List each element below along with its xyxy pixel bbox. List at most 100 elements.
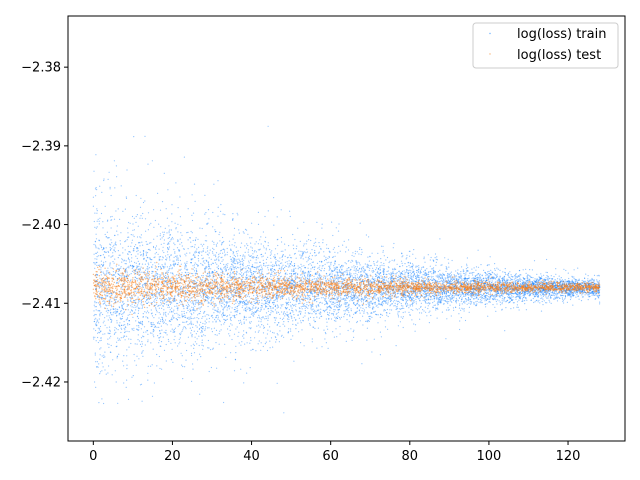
- train-point: [409, 266, 411, 268]
- train-point: [336, 296, 338, 298]
- train-point: [311, 313, 313, 315]
- train-point: [240, 321, 242, 323]
- train-point: [376, 286, 378, 288]
- train-point: [380, 298, 382, 300]
- train-point: [164, 303, 166, 305]
- train-point: [161, 368, 163, 370]
- train-point: [314, 255, 316, 257]
- train-point: [101, 249, 103, 251]
- train-point: [140, 328, 142, 330]
- train-point: [230, 248, 232, 250]
- train-point: [313, 317, 315, 319]
- train-point: [110, 227, 112, 229]
- train-point: [249, 321, 251, 323]
- train-point: [270, 269, 272, 271]
- train-point: [270, 268, 272, 270]
- train-point: [279, 317, 281, 319]
- train-point: [138, 265, 140, 267]
- train-point: [410, 273, 413, 275]
- train-point: [276, 295, 278, 297]
- train-point: [341, 269, 343, 271]
- train-point: [341, 278, 343, 280]
- train-point: [408, 270, 410, 272]
- train-point: [363, 268, 365, 270]
- train-point: [231, 268, 233, 271]
- train-point: [137, 307, 139, 309]
- train-point: [98, 248, 100, 250]
- train-point: [123, 311, 125, 313]
- train-point: [116, 341, 118, 343]
- train-point: [318, 242, 320, 244]
- train-point: [124, 241, 126, 243]
- train-point: [412, 309, 414, 311]
- train-point: [192, 258, 194, 260]
- train-point: [190, 332, 192, 334]
- train-point: [395, 296, 397, 298]
- train-point: [109, 299, 111, 301]
- train-point: [450, 277, 452, 279]
- train-point: [379, 266, 381, 268]
- train-point: [182, 321, 184, 323]
- train-point: [159, 345, 161, 347]
- train-point: [123, 320, 125, 323]
- train-point: [164, 314, 167, 316]
- train-point: [95, 262, 98, 264]
- train-point: [103, 261, 105, 263]
- train-point: [415, 281, 417, 283]
- train-point: [273, 332, 275, 334]
- train-point: [221, 260, 223, 262]
- train-point: [564, 297, 567, 299]
- train-point: [175, 255, 177, 257]
- train-point: [270, 274, 272, 276]
- train-point: [440, 274, 442, 276]
- train-point: [502, 295, 504, 297]
- train-point: [460, 300, 462, 302]
- train-point: [357, 261, 359, 263]
- train-point: [204, 301, 206, 303]
- train-point: [591, 290, 594, 292]
- train-point: [147, 262, 149, 264]
- train-point: [186, 261, 188, 263]
- train-point: [236, 311, 238, 313]
- train-point: [228, 325, 230, 327]
- train-point: [269, 248, 271, 251]
- train-point: [126, 330, 128, 332]
- train-point: [179, 274, 181, 276]
- train-point: [404, 273, 406, 275]
- train-point: [95, 246, 97, 248]
- train-point: [449, 272, 451, 274]
- train-point: [230, 352, 232, 354]
- train-point: [260, 264, 262, 266]
- train-point: [137, 317, 140, 319]
- train-point: [408, 264, 410, 267]
- train-point: [287, 266, 289, 268]
- train-point: [593, 274, 596, 276]
- train-point: [312, 308, 314, 310]
- train-point: [201, 279, 203, 281]
- train-point: [159, 291, 161, 293]
- train-point: [218, 333, 220, 335]
- train-point: [234, 358, 236, 360]
- train-point: [216, 367, 218, 369]
- train-point: [192, 326, 194, 328]
- train-point: [315, 313, 317, 315]
- train-point: [510, 299, 512, 301]
- train-point: [302, 282, 304, 285]
- train-point: [223, 304, 225, 306]
- train-point: [362, 324, 364, 326]
- train-point: [375, 267, 378, 269]
- train-point: [315, 238, 317, 240]
- train-point: [346, 274, 348, 276]
- train-point: [255, 259, 257, 261]
- train-point: [358, 253, 360, 255]
- train-point: [251, 308, 253, 311]
- train-point: [125, 260, 127, 262]
- train-point: [251, 264, 254, 266]
- train-point: [179, 317, 181, 319]
- train-point: [162, 265, 164, 267]
- train-point: [400, 303, 402, 305]
- train-point: [191, 302, 193, 304]
- train-point: [100, 296, 102, 298]
- train-point: [133, 329, 135, 331]
- train-point: [154, 326, 157, 328]
